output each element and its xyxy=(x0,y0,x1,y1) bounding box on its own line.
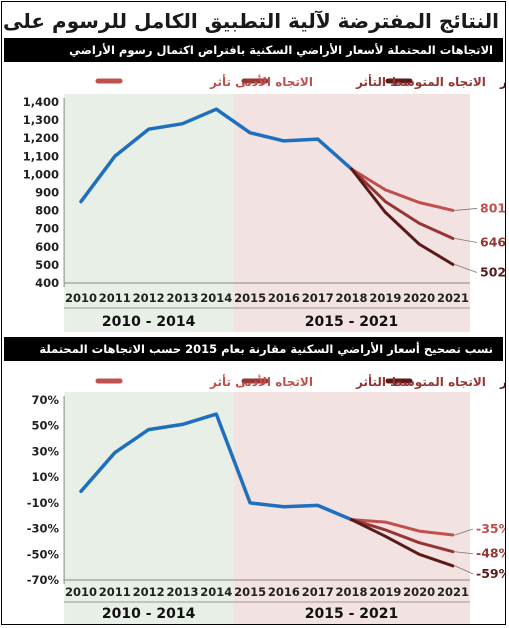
y-tick-label: 1,300 xyxy=(23,113,59,127)
y-tick-label: -50% xyxy=(27,547,60,561)
y-tick-label: 1,100 xyxy=(23,149,59,163)
period-label-2: 2015 - 2021 xyxy=(305,314,399,330)
legend-label: الاتجاه الأقوى التأثر xyxy=(499,74,506,90)
x-tick-label: 2018 xyxy=(336,291,368,305)
low-impact-line xyxy=(350,518,455,537)
x-tick-label: 2020 xyxy=(403,585,435,599)
chart2: 70% 50% 30% 10% -10% -30% -50% -70% 2010 2011 2012… xyxy=(27,374,506,624)
high-impact-line xyxy=(350,518,455,568)
x-tick-label: 2012 xyxy=(133,291,165,305)
period-label-1: 2010 - 2014 xyxy=(102,606,196,622)
y-tick-label: -70% xyxy=(27,573,60,587)
period-label-1: 2010 - 2014 xyxy=(102,314,196,330)
y-tick-label: 30% xyxy=(32,444,60,458)
y-tick-label: 900 xyxy=(35,186,59,200)
y-tick-label: 10% xyxy=(32,470,60,484)
period-1-shade xyxy=(64,94,234,332)
period-2-shade xyxy=(233,392,470,624)
x-tick-label: 2014 xyxy=(200,585,232,599)
end-value-label: -48% xyxy=(476,546,506,561)
legend-label: الاتجاه المتوسط التأثر xyxy=(355,74,486,90)
x-tick-label: 2015 xyxy=(234,585,266,599)
x-tick-label: 2012 xyxy=(133,585,165,599)
actual-line xyxy=(79,412,354,522)
legend-label: الاتجاه الأدنى تأثر xyxy=(209,374,313,389)
legend-label: الاتجاه المتوسط التأثر xyxy=(355,374,486,390)
x-tick-label: 2020 xyxy=(403,291,435,305)
y-tick-label: 400 xyxy=(35,276,59,290)
end-label-leader xyxy=(454,208,478,211)
end-value-label: -59% xyxy=(476,566,506,581)
x-tick-label: 2021 xyxy=(437,291,469,305)
x-tick-label: 2021 xyxy=(437,585,469,599)
x-tick-label: 2013 xyxy=(166,585,198,599)
x-tick-label: 2019 xyxy=(369,585,401,599)
end-label-leader xyxy=(454,238,478,243)
chart1-title: الاتجاهات المحتملة لأسعار الأراضي السكني… xyxy=(4,38,503,62)
y-tick-label: 600 xyxy=(35,240,59,254)
x-tick-label: 2011 xyxy=(99,585,131,599)
x-tick-label: 2018 xyxy=(336,585,368,599)
x-tick-label: 2017 xyxy=(302,585,334,599)
y-tick-label: 1,000 xyxy=(23,167,59,181)
medium-impact-line xyxy=(350,518,455,554)
chart2-title: نسب تصحيح أسعار الأراضي السكنية مقارنة ب… xyxy=(4,337,503,361)
y-tick-label: 1,400 xyxy=(23,95,59,109)
end-label-leader xyxy=(454,264,478,273)
x-tick-label: 2010 xyxy=(65,585,97,599)
end-label-leader xyxy=(454,528,474,536)
x-tick-label: 2019 xyxy=(369,291,401,305)
y-tick-label: 70% xyxy=(32,393,60,407)
x-tick-label: 2011 xyxy=(99,291,131,305)
y-tick-label: 50% xyxy=(32,419,60,433)
period-2-shade xyxy=(233,94,470,332)
y-tick-label: 700 xyxy=(35,222,59,236)
end-value-label: 502 xyxy=(480,265,506,280)
x-tick-label: 2017 xyxy=(302,291,334,305)
y-tick-label: -10% xyxy=(27,496,60,510)
end-label-leader xyxy=(454,551,474,555)
y-tick-label: 800 xyxy=(35,204,59,218)
x-tick-label: 2014 xyxy=(200,291,232,305)
y-tick-label: -30% xyxy=(27,522,60,536)
x-tick-label: 2016 xyxy=(268,585,300,599)
period-label-2: 2015 - 2021 xyxy=(305,606,399,622)
end-label-leader xyxy=(454,565,474,575)
x-tick-label: 2013 xyxy=(166,291,198,305)
actual-line xyxy=(79,107,354,204)
end-value-label: 646 xyxy=(480,234,506,249)
legend-label: الاتجاه الأدنى تأثر xyxy=(209,74,313,89)
end-value-label: 801 xyxy=(480,200,506,215)
x-tick-label: 2010 xyxy=(65,291,97,305)
x-tick-label: 2015 xyxy=(234,291,266,305)
high-impact-line xyxy=(350,167,455,266)
legend-label: الاتجاه الأقوى التأثر xyxy=(499,374,506,390)
page-title: النتائج المفترضة لآلية التطبيق الكامل لل… xyxy=(2,9,499,33)
y-tick-label: 500 xyxy=(35,258,59,272)
low-impact-line xyxy=(350,167,455,212)
end-value-label: -35% xyxy=(476,521,506,536)
chart1: 400 500 600 700 800 900 1,000 1,100 1,200 1,300 1,… xyxy=(23,74,506,332)
medium-impact-line xyxy=(350,167,455,240)
x-tick-label: 2016 xyxy=(268,291,300,305)
y-tick-label: 1,200 xyxy=(23,131,59,145)
